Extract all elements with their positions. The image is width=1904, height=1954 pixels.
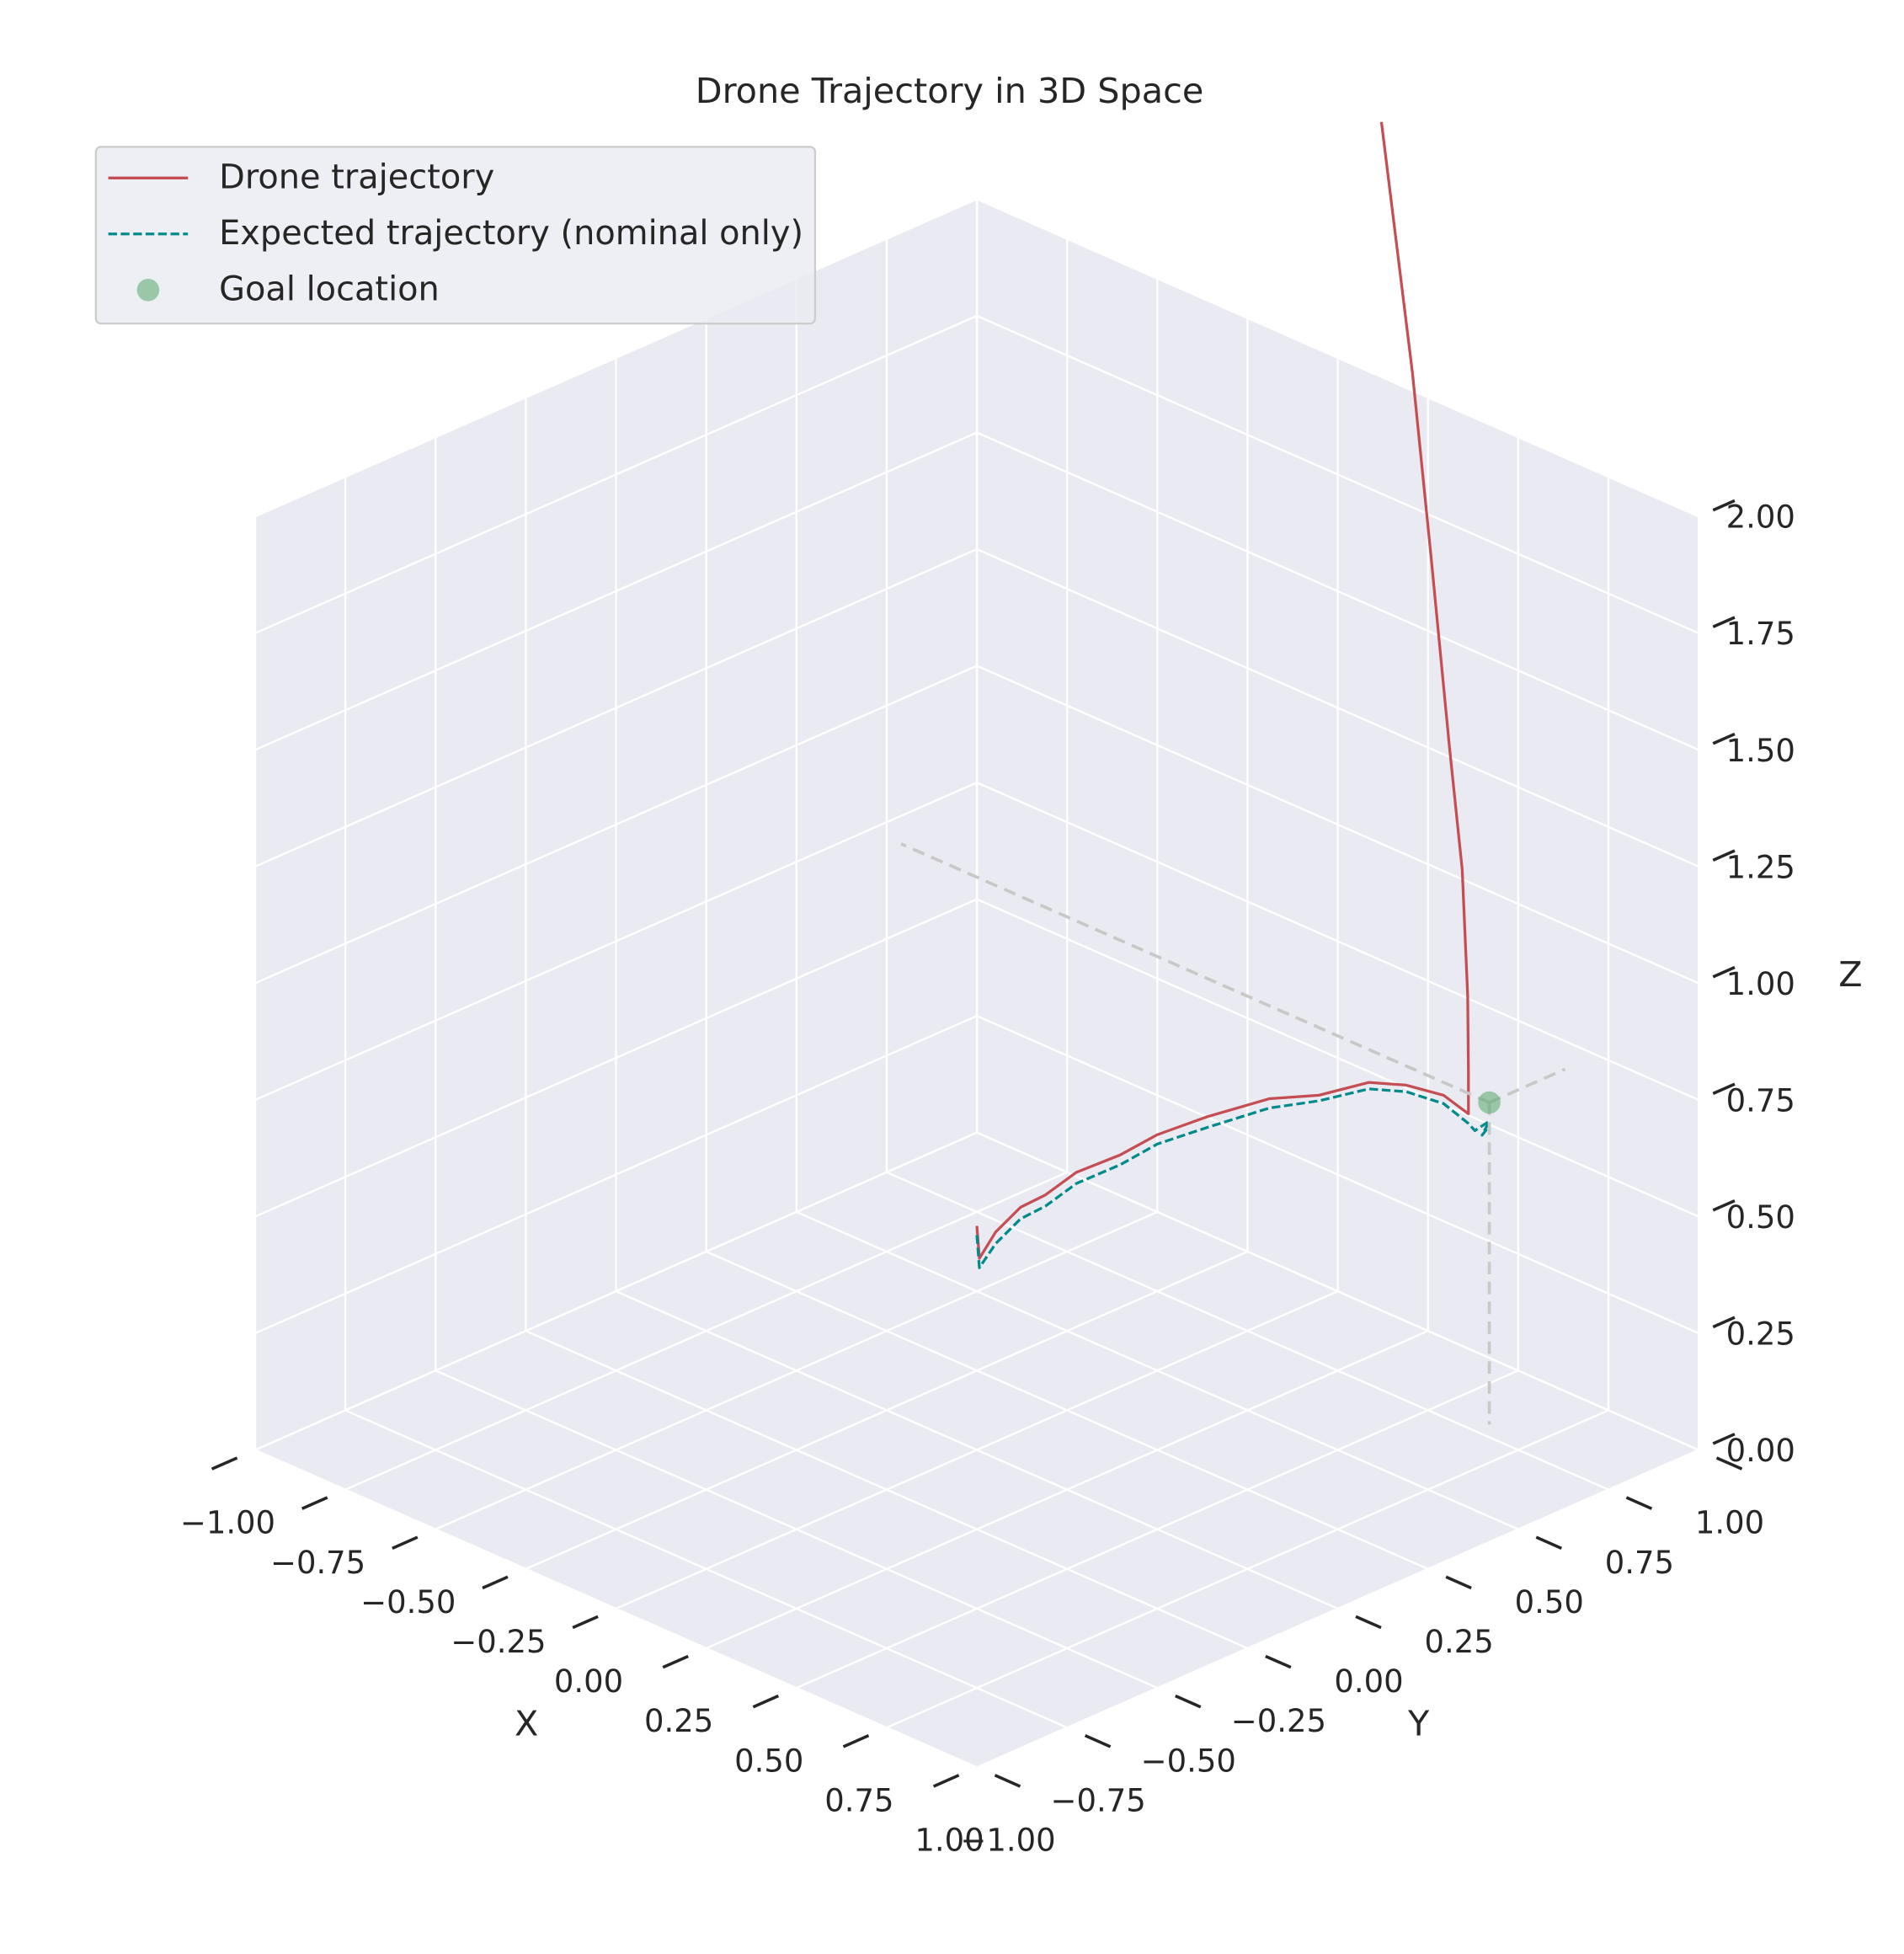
x-tick-label: −0.50 xyxy=(360,1584,456,1620)
tick-mark xyxy=(1355,1615,1382,1630)
y-tick-label: 1.00 xyxy=(1695,1505,1764,1541)
x-tick-label: 1.00 xyxy=(915,1823,984,1859)
trajectory-line xyxy=(975,1087,1491,1269)
tick-mark xyxy=(1712,965,1736,979)
grid-line xyxy=(254,547,978,868)
grid-line xyxy=(976,198,1699,518)
tick-mark xyxy=(752,1694,780,1709)
grid-line xyxy=(976,314,1699,634)
tick-mark xyxy=(1175,1694,1202,1709)
grid-line xyxy=(976,665,1699,985)
tick-mark xyxy=(1715,1456,1743,1471)
tick-mark xyxy=(932,1774,960,1788)
x-axis-label: X xyxy=(515,1704,538,1744)
x-tick-label: 0.75 xyxy=(824,1782,893,1818)
z-tick-label: 0.25 xyxy=(1726,1316,1795,1352)
z-tick-label: 1.25 xyxy=(1726,849,1795,885)
y-tick-label: 0.25 xyxy=(1425,1624,1494,1660)
trajectory-line xyxy=(975,121,1470,1260)
legend-label: Drone trajectory xyxy=(219,157,494,196)
y-tick-label: −1.00 xyxy=(960,1823,1055,1859)
x-tick-label: −0.75 xyxy=(270,1545,365,1581)
grid-line xyxy=(254,431,978,751)
grid-line xyxy=(976,782,1699,1102)
y-tick-label: −0.25 xyxy=(1231,1703,1326,1739)
tick-mark xyxy=(1712,1433,1736,1445)
tick-mark xyxy=(1712,849,1736,862)
goal-projection xyxy=(900,842,1491,1104)
z-tick-label: 0.50 xyxy=(1726,1199,1795,1236)
grid-line xyxy=(886,1171,1609,1491)
grid-line xyxy=(976,898,1699,1218)
tick-mark xyxy=(994,1774,1021,1788)
grid-line xyxy=(435,1369,1158,1690)
grid-line xyxy=(976,1015,1699,1335)
legend-marker xyxy=(136,279,160,302)
tick-mark xyxy=(1712,499,1736,512)
z-tick-label: 2.00 xyxy=(1726,499,1795,536)
x-tick-label: 0.00 xyxy=(554,1663,623,1700)
x-tick-label: −1.00 xyxy=(180,1505,275,1541)
z-tick-label: 0.75 xyxy=(1726,1082,1795,1118)
tick-mark xyxy=(1712,1082,1736,1096)
z-tick-label: 1.00 xyxy=(1726,966,1795,1002)
tick-mark xyxy=(301,1496,328,1510)
tick-mark xyxy=(572,1615,599,1630)
goal-marker xyxy=(1478,1091,1501,1114)
grid-line xyxy=(976,547,1699,868)
tick-mark xyxy=(211,1456,238,1471)
grid-line xyxy=(976,1131,1699,1451)
grid-line xyxy=(254,1131,978,1451)
panes xyxy=(211,198,1743,1788)
grid-line xyxy=(254,1015,978,1335)
y-tick-label: −0.75 xyxy=(1051,1782,1146,1818)
z-axis-label: Z xyxy=(1838,954,1862,995)
tick-mark xyxy=(392,1535,419,1550)
tick-mark xyxy=(1445,1575,1472,1590)
grid-line xyxy=(616,1290,1339,1610)
tick-mark xyxy=(1084,1734,1112,1748)
grid-line xyxy=(525,1330,1248,1650)
grid-line xyxy=(254,898,978,1218)
x-tick-label: 0.25 xyxy=(644,1703,713,1739)
tick-mark xyxy=(1712,1316,1736,1329)
grid-line xyxy=(254,665,978,985)
legend-label: Expected trajectory (nominal only) xyxy=(219,214,803,253)
z-tick-label: 0.00 xyxy=(1726,1433,1795,1469)
tick-mark xyxy=(1535,1535,1562,1550)
tick-mark xyxy=(1265,1654,1292,1669)
tick-mark xyxy=(1712,616,1736,628)
z-tick-label: 1.75 xyxy=(1726,616,1795,652)
grid-line xyxy=(254,198,978,518)
legend-label: Goal location xyxy=(219,270,440,308)
grid-line xyxy=(976,431,1699,751)
tick-mark xyxy=(842,1734,870,1748)
grid-line xyxy=(254,1449,978,1769)
grid-line xyxy=(254,782,978,1102)
legend: Drone trajectory Expected trajectory (nom… xyxy=(94,146,817,325)
x-tick-label: −0.25 xyxy=(451,1624,546,1660)
grid-line xyxy=(706,1250,1429,1570)
y-tick-label: 0.00 xyxy=(1334,1663,1403,1700)
grid-line xyxy=(344,1409,1068,1729)
y-axis-label: Y xyxy=(1407,1704,1430,1744)
z-tick-label: 1.50 xyxy=(1726,733,1795,769)
legend-box xyxy=(94,146,817,325)
x-tick-label: 0.50 xyxy=(734,1743,803,1779)
grid-line xyxy=(254,314,978,634)
y-tick-label: −0.50 xyxy=(1141,1743,1236,1779)
tick-mark xyxy=(1625,1496,1653,1510)
plot: −1.00−0.75−0.50−0.250.000.250.500.751.00… xyxy=(180,121,1795,1859)
y-tick-label: 0.75 xyxy=(1605,1545,1674,1581)
goal-projection xyxy=(1488,1067,1566,1104)
tick-mark xyxy=(1712,732,1736,745)
chart-title: Drone Trajectory in 3D Space xyxy=(696,71,1204,111)
tick-mark xyxy=(662,1654,689,1669)
tick-mark xyxy=(482,1575,509,1590)
grid-line xyxy=(796,1210,1519,1530)
y-tick-label: 0.50 xyxy=(1515,1584,1584,1620)
tick-mark xyxy=(1712,1199,1736,1212)
